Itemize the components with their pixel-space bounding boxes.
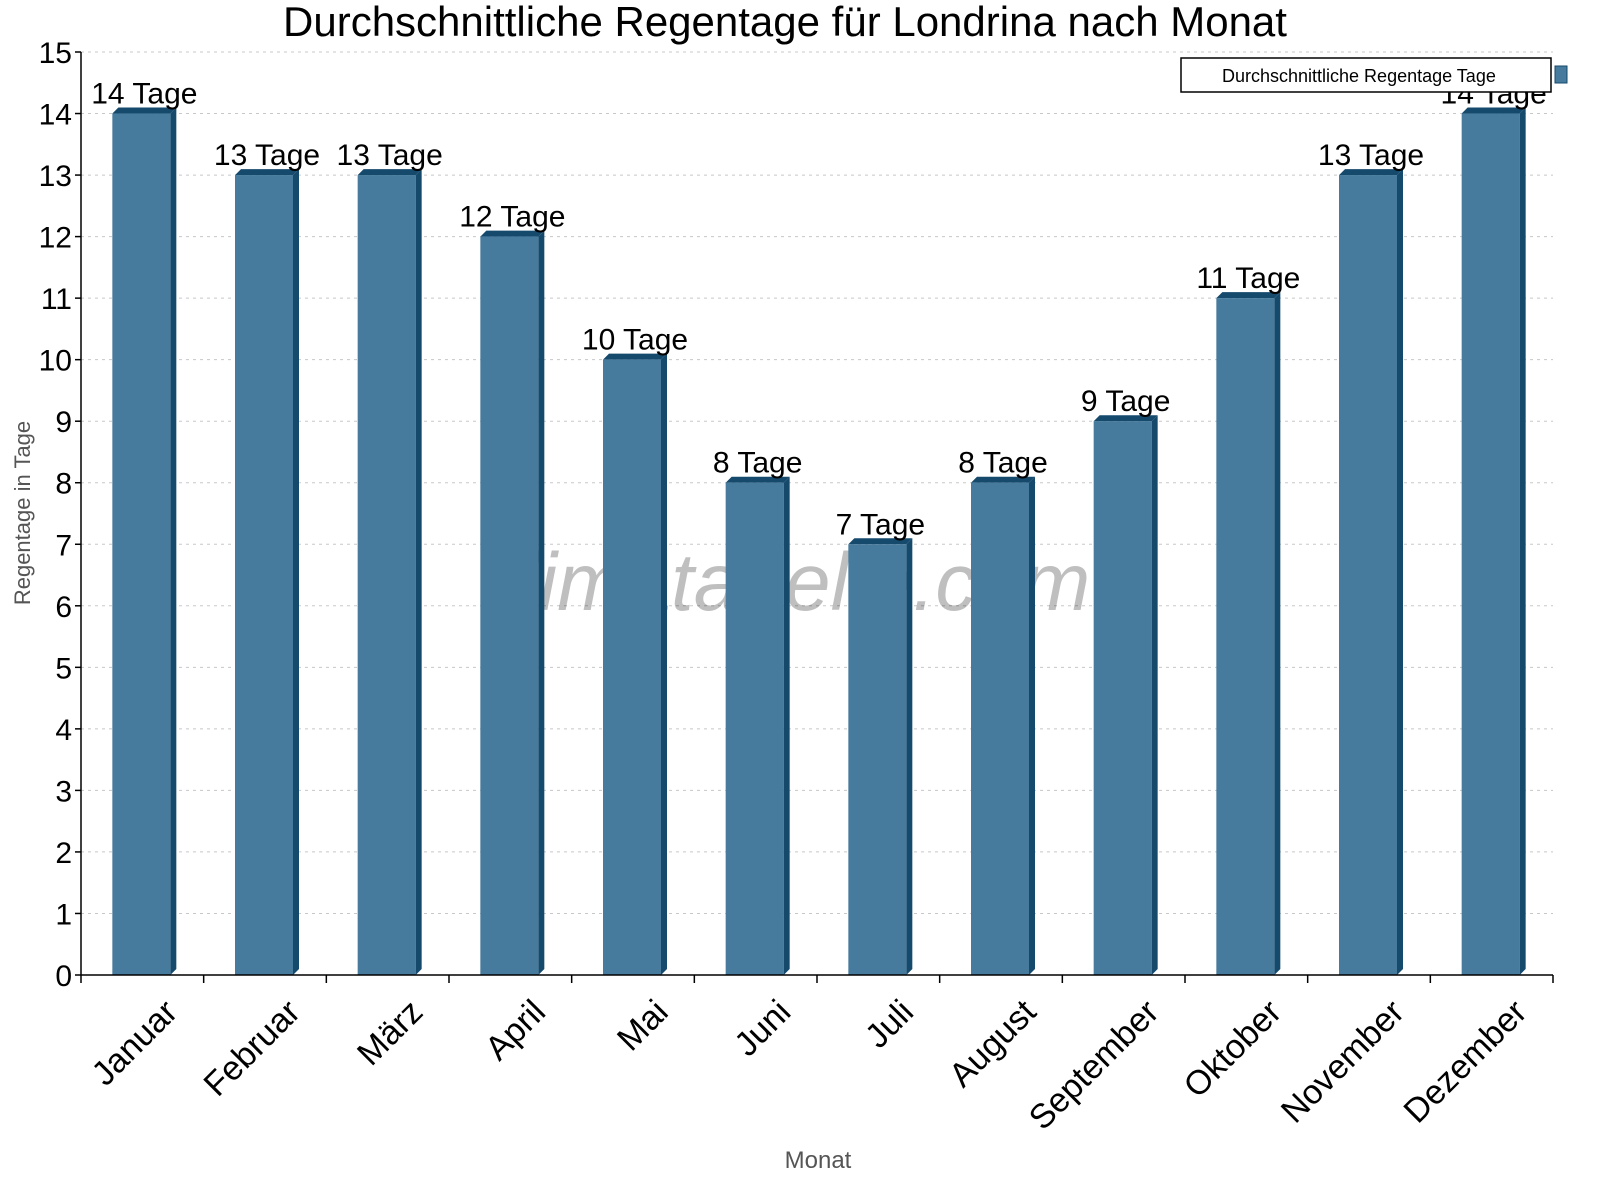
data-label: 9 Tage [1081,385,1171,418]
legend-swatch [1554,65,1568,84]
legend: Durchschnittliche Regentage Tage [1180,57,1568,93]
bar-top [1461,107,1526,114]
bar-side [906,538,913,975]
x-tick-label: November [1274,993,1412,1131]
y-tick-label: 11 [41,283,72,316]
legend-label: Durchschnittliche Regentage Tage [1222,66,1496,86]
data-label: 13 Tage [337,139,443,172]
x-tick-label: Dezember [1397,993,1535,1131]
bar-side [783,476,790,975]
bar-top [112,107,177,114]
bar-top [1093,415,1158,422]
bar-side [538,230,545,976]
y-tick-label: 5 [55,652,72,685]
data-label: 7 Tage [836,508,926,541]
y-tick-label: 13 [39,160,72,193]
y-tick-label: 3 [55,775,72,808]
y-tick-label: 7 [55,529,72,562]
bar-top [357,169,422,176]
y-tick-label: 2 [55,837,72,870]
bar [1216,298,1275,976]
bar [848,544,907,975]
bar [112,113,171,976]
bar-top [480,230,545,237]
y-tick-label: 15 [39,37,72,70]
data-label: 8 Tage [713,447,803,480]
bar [1461,113,1520,976]
data-label: 14 Tage [91,78,197,111]
y-tick-label: 9 [55,406,72,439]
bar-side [1274,292,1281,976]
bar-top [603,353,667,360]
data-label: 11 Tage [1196,262,1300,295]
y-tick-label: 4 [55,714,72,747]
data-label: 13 Tage [214,139,320,172]
bar [1339,175,1397,976]
bar [480,236,539,976]
chart-title: Durchschnittliche Regentage für Londrina… [283,0,1287,45]
x-tick-label: September [1022,993,1166,1137]
bar-top [848,538,913,545]
x-tick-label: August [942,992,1044,1094]
bar-side [1151,415,1158,975]
x-tick-label: April [478,993,553,1068]
y-tick-label: 14 [39,99,72,132]
bar [235,175,293,976]
bar-top [725,476,790,483]
bar [357,175,416,976]
data-label: 12 Tage [459,201,565,234]
bar [971,482,1029,975]
y-tick-label: 1 [55,898,72,931]
bar-top [971,476,1035,483]
x-tick-label: März [350,993,430,1073]
bar-top [235,169,299,176]
y-tick-label: 6 [55,591,72,624]
data-label: 8 Tage [958,447,1048,480]
bar-top [1216,292,1281,299]
bar [1093,421,1152,975]
bar-side [293,169,299,976]
x-tick-label: Juni [727,993,798,1064]
y-axis-label: Regentage in Tage [10,421,35,605]
bar-side [170,107,177,976]
x-tick-label: Juli [858,993,921,1056]
bar-side [415,169,422,976]
y-tick-label: 0 [55,960,72,993]
bar-side [1029,476,1035,975]
x-tick-label: Januar [85,993,185,1093]
x-tick-label: Oktober [1177,993,1289,1105]
x-axis-label: Monat [785,1147,852,1174]
data-label: 13 Tage [1318,139,1424,172]
bar [603,359,661,976]
data-label: 10 Tage [582,324,688,357]
y-tick-label: 10 [39,345,72,378]
y-tick-label: 8 [55,468,72,501]
bar-top [1339,169,1403,176]
bar-side [1397,169,1403,976]
bar-side [661,353,667,976]
x-tick-label: Februar [197,993,308,1104]
bar-side [1519,107,1526,976]
y-tick-label: 12 [39,222,72,255]
x-tick-label: Mai [610,993,676,1059]
bar [725,482,784,975]
